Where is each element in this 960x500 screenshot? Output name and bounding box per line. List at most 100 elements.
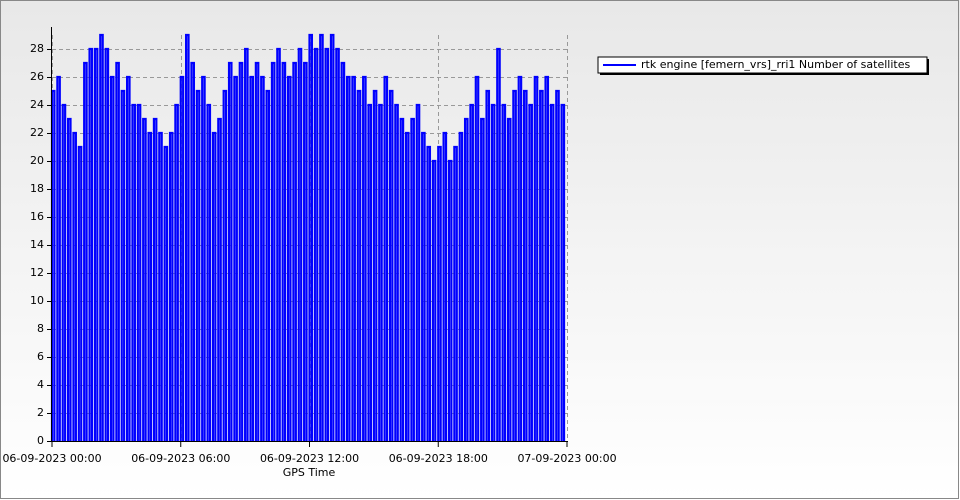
data-spike	[303, 61, 308, 441]
data-spike	[201, 75, 206, 441]
data-spike	[539, 89, 544, 441]
y-tick-label: 14	[30, 238, 44, 251]
data-spike	[345, 75, 351, 441]
y-tick-label: 18	[30, 182, 44, 195]
data-spike	[190, 61, 195, 441]
data-spike	[260, 75, 265, 441]
data-spike	[249, 75, 255, 441]
data-spike	[383, 75, 389, 441]
data-spike	[335, 47, 340, 441]
data-spike	[286, 75, 292, 441]
data-spike	[77, 145, 83, 441]
data-spike	[104, 47, 110, 441]
y-tick-label: 16	[30, 210, 44, 223]
data-spike	[174, 103, 179, 441]
data-spike	[115, 61, 120, 441]
data-spike	[458, 131, 464, 441]
x-axis-label: GPS Time	[283, 466, 336, 479]
data-spike	[560, 103, 566, 441]
data-spike	[421, 131, 426, 441]
data-spike	[501, 103, 507, 441]
data-spike	[415, 103, 421, 441]
y-tick-label: 22	[30, 126, 44, 139]
data-spike	[394, 103, 399, 441]
data-spike	[480, 117, 485, 441]
data-spike	[142, 117, 147, 441]
data-spike	[362, 75, 367, 441]
series	[50, 33, 566, 441]
data-spike	[61, 103, 67, 441]
data-spike	[404, 131, 410, 441]
data-spike	[313, 47, 319, 441]
data-spike	[158, 131, 163, 441]
data-spike	[66, 117, 72, 441]
data-spike	[206, 103, 212, 441]
data-spike	[131, 103, 136, 441]
data-spike	[372, 89, 378, 441]
data-spike	[185, 33, 190, 441]
data-spike	[233, 75, 238, 441]
data-spike	[329, 33, 335, 441]
data-spike	[109, 75, 115, 441]
x-tick-label: 06-09-2023 06:00	[131, 452, 230, 465]
data-spike	[56, 75, 61, 441]
data-spike	[522, 89, 528, 441]
data-spike	[324, 47, 330, 441]
data-spike	[517, 75, 523, 441]
data-spike	[222, 89, 228, 441]
data-spike	[195, 89, 201, 441]
data-spike	[490, 103, 496, 441]
data-spike	[238, 61, 244, 441]
data-spike	[265, 89, 271, 441]
data-spike	[533, 75, 539, 441]
data-spike	[297, 47, 303, 441]
data-spike	[378, 103, 383, 441]
data-spike	[426, 145, 432, 441]
y-tick-label: 28	[30, 42, 44, 55]
data-spike	[388, 89, 394, 441]
data-spike	[555, 89, 560, 441]
data-spike	[474, 75, 480, 441]
y-tick-label: 10	[30, 294, 44, 307]
data-spike	[163, 145, 169, 441]
data-spike	[410, 117, 415, 441]
data-spike	[179, 75, 185, 441]
data-spike	[469, 103, 474, 441]
data-spike	[549, 103, 555, 441]
data-spike	[152, 117, 158, 441]
data-spike	[463, 117, 469, 441]
y-tick-label: 4	[37, 378, 44, 391]
data-spike	[399, 117, 405, 441]
y-tick-label: 8	[37, 322, 44, 335]
data-spike	[254, 61, 260, 441]
data-spike	[147, 131, 153, 441]
y-tick-label: 12	[30, 266, 44, 279]
x-tick-label: 06-09-2023 18:00	[389, 452, 488, 465]
data-spike	[270, 61, 276, 441]
y-tick-label: 26	[30, 70, 44, 83]
y-tick-label: 24	[30, 98, 44, 111]
data-spike	[367, 103, 373, 441]
data-spike	[485, 89, 491, 441]
x-tick-label: 07-09-2023 00:00	[517, 452, 616, 465]
data-spike	[120, 89, 126, 441]
data-spike	[512, 89, 517, 441]
x-tick-label: 06-09-2023 12:00	[260, 452, 359, 465]
data-spike	[447, 159, 453, 441]
y-tick-label: 2	[37, 406, 44, 419]
data-spike	[136, 103, 142, 441]
data-spike	[93, 47, 99, 441]
data-spike	[217, 117, 222, 441]
data-spike	[99, 33, 104, 441]
data-spike	[244, 47, 249, 441]
data-spike	[308, 33, 314, 441]
data-spike	[276, 47, 281, 441]
data-spike	[340, 61, 346, 441]
data-spike	[281, 61, 287, 441]
data-spike	[211, 131, 217, 441]
data-spike	[72, 131, 77, 441]
data-spike	[442, 131, 448, 441]
data-spike	[453, 145, 458, 441]
y-tick-label: 6	[37, 350, 44, 363]
